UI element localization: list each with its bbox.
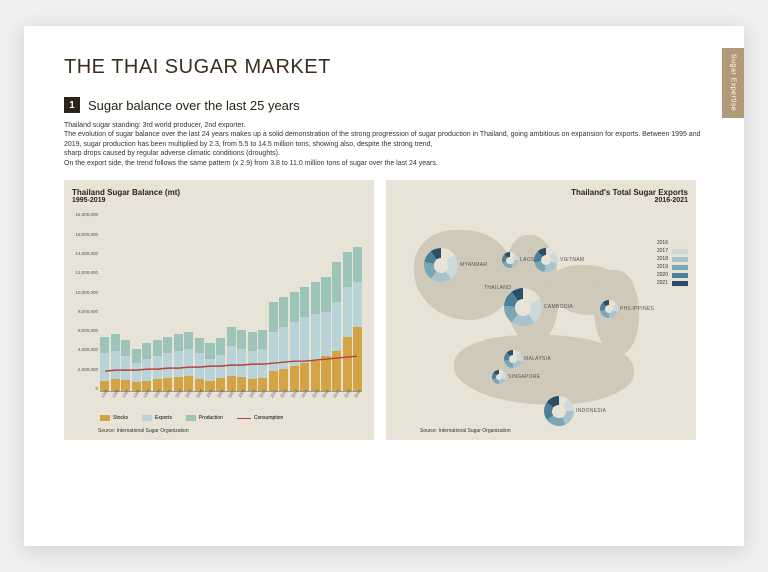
country-label: SINGAPORE [508, 374, 540, 380]
section-number: 1 [64, 97, 80, 113]
export-donut [424, 248, 458, 282]
chart-subtitle: 2016-2021 [394, 197, 688, 204]
main-title: THE THAI SUGAR MARKET [64, 56, 704, 79]
map-area: MYANMAR LAOS VIETNAM THAILAND CAMBODIA PHILIP… [394, 210, 688, 415]
export-donut [544, 396, 574, 426]
chart-export-map: Thailand's Total Sugar Exports 2016-2021… [386, 180, 696, 440]
page: Sugar Expertise THE THAI SUGAR MARKET 1 … [24, 26, 744, 546]
body-text: Thailand sugar standing: 3rd world produ… [64, 121, 704, 168]
y-axis-labels: 18,000,00016,000,00014,000,00012,000,000… [72, 212, 98, 391]
section-header: 1 Sugar balance over the last 25 years [64, 97, 704, 113]
export-donut [534, 248, 558, 272]
export-donut [504, 288, 542, 326]
country-label: THAILAND [484, 285, 511, 291]
chart-sugar-balance: Thailand Sugar Balance (mt) 1995-2019 18… [64, 180, 374, 440]
country-label: MYANMAR [460, 262, 487, 268]
country-label: LAOS [520, 257, 535, 263]
country-label: MALAYSIA [524, 356, 551, 362]
country-label: VIETNAM [560, 257, 584, 263]
chart-subtitle: 1995-2019 [72, 197, 366, 204]
map-legend: 201620172018201920202021 [657, 240, 688, 288]
chart-source: Source: International Sugar Organization [98, 428, 189, 434]
section-title: Sugar balance over the last 25 years [88, 98, 300, 113]
country-label: INDONESIA [576, 408, 606, 414]
chart-title: Thailand's Total Sugar Exports [394, 188, 688, 197]
bar-area: 18,000,00016,000,00014,000,00012,000,000… [100, 212, 362, 392]
country-label: PHILIPPINES [620, 306, 654, 312]
chart-legend: StocksExportsProductionConsumption [100, 415, 366, 421]
chart-source: Source: International Sugar Organization [420, 428, 511, 434]
charts-row: Thailand Sugar Balance (mt) 1995-2019 18… [64, 180, 704, 440]
chart-title: Thailand Sugar Balance (mt) [72, 188, 366, 197]
bars-container [100, 212, 362, 391]
country-label: CAMBODIA [544, 304, 573, 310]
x-axis-labels: 1995199619971998199920002001200220032004… [100, 392, 362, 401]
side-tab: Sugar Expertise [722, 48, 744, 118]
